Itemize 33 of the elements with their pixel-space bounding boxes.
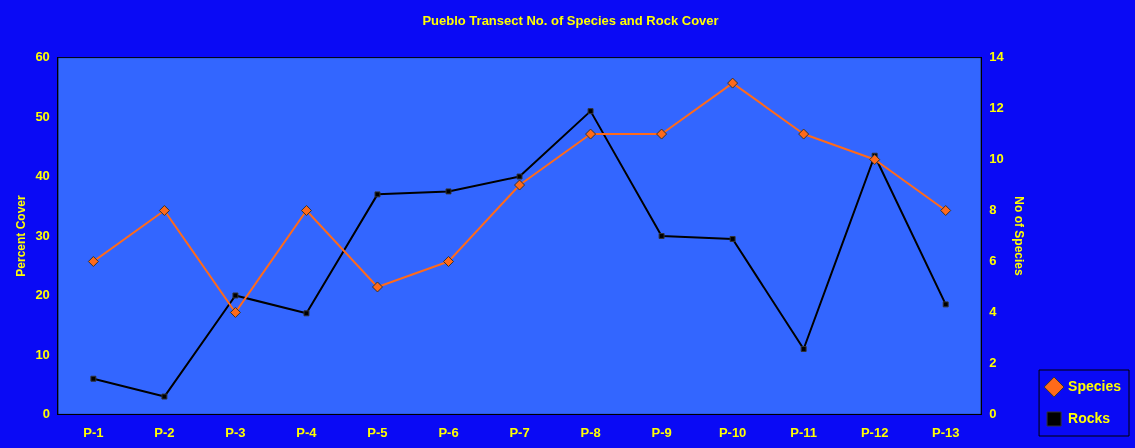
legend-label: Rocks [1068,409,1111,426]
x-tick-label: P-11 [790,424,818,440]
x-tick-label: P-7 [509,424,530,440]
y-tick-label: 50 [35,108,50,124]
x-tick-label: P-3 [225,424,246,440]
y-tick-label: 20 [35,287,50,303]
y2-tick-label: 14 [989,49,1005,65]
y-axis-title: Percent Cover [13,194,28,277]
y-tick-label: 10 [35,346,50,362]
y2-tick-label: 12 [989,100,1004,116]
y2-tick-label: 2 [989,355,997,371]
x-tick-label: P-5 [367,424,388,440]
x-tick-label: P-6 [438,424,459,440]
y-tick-label: 30 [35,227,50,243]
x-tick-label: P-2 [154,424,175,440]
x-tick-label: P-13 [931,424,960,440]
y2-tick-label: 4 [989,304,998,320]
x-tick-label: P-12 [860,424,889,440]
x-tick-label: P-4 [296,424,318,440]
y-tick-label: 40 [35,168,50,184]
y-tick-label: 60 [35,49,50,65]
x-tick-label: P-10 [718,424,747,440]
y-tick-label: 0 [42,405,50,421]
x-tick-label: P-9 [651,424,672,440]
y2-axis-title: No of Species [1011,196,1026,276]
x-tick-label: P-8 [580,424,601,440]
y2-tick-label: 10 [989,151,1004,167]
y2-tick-label: 6 [989,253,997,269]
x-tick-label: P-1 [83,424,104,440]
legend-label: Species [1068,377,1122,394]
y2-tick-label: 0 [989,405,997,421]
y2-tick-label: 8 [989,202,997,218]
chart-title: Pueblo Transect No. of Species and Rock Cover [422,13,719,29]
